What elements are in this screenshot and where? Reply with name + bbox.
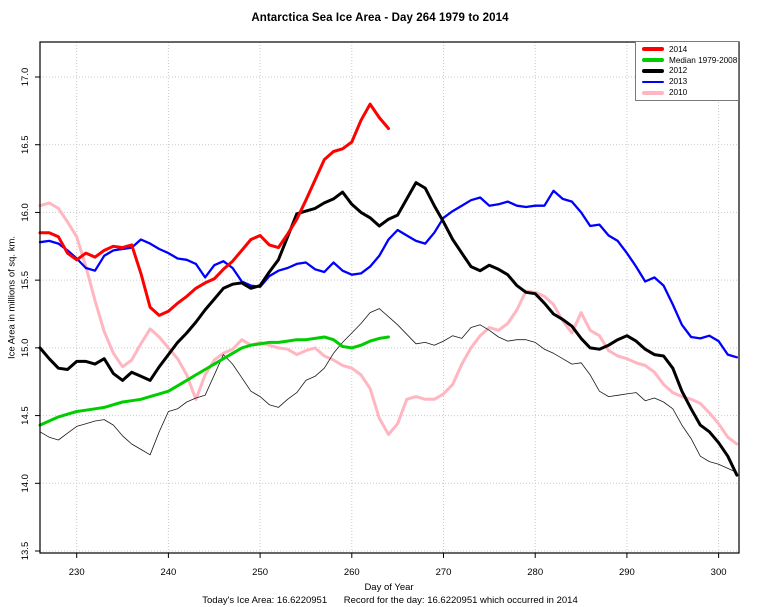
legend-swatch-median	[642, 58, 664, 63]
legend-label-2012: 2012	[669, 66, 688, 76]
legend-swatch-2010	[642, 90, 664, 95]
legend-swatch-2012	[642, 68, 664, 73]
footer-captions: Today's Ice Area: 16.6220951 Record for …	[0, 595, 760, 606]
series-line-median-1979-2008	[38, 335, 390, 427]
record-caption: Record for the day: 16.6220951 which occ…	[343, 595, 578, 606]
y-axis-title: Ice Area in millions of sq. km.	[6, 235, 18, 360]
x-tick-label-280: 280	[527, 567, 543, 578]
legend-label-2010: 2010	[669, 88, 688, 98]
legend-swatch-2014	[642, 47, 664, 52]
x-tick-label-240: 240	[160, 567, 176, 578]
legend-item-2013: 2013	[642, 76, 738, 87]
x-tick-label-290: 290	[619, 567, 635, 578]
plot-border	[39, 41, 740, 554]
todays-ice-area-caption: Today's Ice Area: 16.6220951	[202, 595, 328, 606]
legend-label-median: Median 1979-2008	[669, 55, 738, 65]
legend-item-median: Median 1979-2008	[642, 55, 738, 66]
x-tick-label-300: 300	[711, 567, 727, 578]
x-tick-label-250: 250	[252, 567, 268, 578]
chart-title: Antarctica Sea Ice Area - Day 264 1979 t…	[251, 12, 509, 24]
y-tick-label-16.5: 16.5	[20, 135, 31, 154]
x-tick-label-230: 230	[69, 567, 85, 578]
legend-label-2013: 2013	[669, 77, 688, 87]
x-axis-title: Day of Year	[364, 582, 414, 593]
legend-item-2012: 2012	[642, 66, 738, 77]
legend-label-2014: 2014	[669, 44, 688, 54]
legend-item-2010: 2010	[642, 87, 738, 98]
series-line-2010	[38, 201, 739, 446]
x-tick-label-270: 270	[436, 567, 452, 578]
series-line-unlabeled	[39, 308, 738, 473]
legend-swatch-2013	[642, 80, 664, 83]
legend-item-2014: 2014	[642, 44, 738, 55]
y-tick-label-14.5: 14.5	[20, 406, 31, 425]
series-line-2014	[38, 102, 390, 317]
y-tick-label-16.0: 16.0	[20, 203, 31, 222]
series-line-2012	[38, 181, 739, 477]
y-tick-label-15.5: 15.5	[20, 271, 31, 290]
y-tick-label-13.5: 13.5	[20, 542, 31, 561]
y-tick-label-14.0: 14.0	[20, 474, 31, 493]
y-tick-label-17.0: 17.0	[20, 68, 31, 87]
x-tick-label-260: 260	[344, 567, 360, 578]
series-line-2013	[38, 189, 739, 359]
legend: 2014 Median 1979-2008 2012 2013 2010	[635, 41, 739, 101]
y-tick-label-15.0: 15.0	[20, 339, 31, 358]
